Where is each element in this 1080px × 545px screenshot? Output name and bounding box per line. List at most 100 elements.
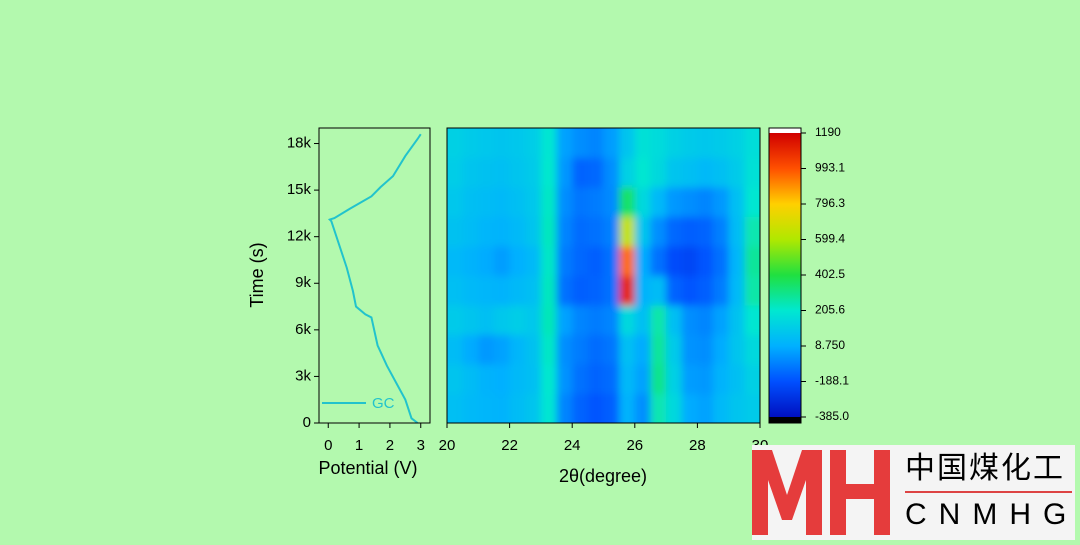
heat-cell: [619, 128, 636, 158]
heat-cell: [462, 393, 479, 423]
heat-cell: [603, 128, 620, 158]
heat-cell: [509, 393, 526, 423]
heat-cell: [697, 364, 714, 394]
heat-cell: [603, 334, 620, 365]
colorbar-tick-label: 796.3: [815, 196, 845, 210]
heat-cell: [681, 187, 698, 217]
heat-cell: [650, 334, 667, 365]
y-tick-label: 6k: [295, 321, 311, 338]
heat-cell: [681, 393, 698, 423]
heat-cell: [634, 364, 651, 394]
heat-cell: [713, 246, 730, 276]
heat-cell: [447, 305, 464, 335]
heat-cell: [619, 275, 636, 306]
logo-name: 中国煤化工: [905, 452, 1065, 485]
heat-cell: [603, 187, 620, 217]
heat-cell: [493, 393, 511, 423]
y-tick-label: 12k: [287, 228, 312, 245]
heat-cell: [556, 246, 573, 276]
heat-cell: [713, 305, 730, 335]
heat-cell: [478, 305, 495, 335]
heat-cell: [462, 157, 479, 188]
heat-cell: [462, 187, 479, 217]
heat-cell: [447, 364, 464, 394]
heat-cell: [587, 157, 604, 188]
heat-cell: [447, 393, 464, 423]
heat-cell: [478, 128, 495, 158]
heat-cell: [744, 246, 760, 276]
heat-cell: [744, 305, 760, 335]
heat-cell: [697, 216, 714, 247]
heat-cell: [744, 187, 760, 217]
heat-cell: [634, 128, 651, 158]
colorbar-tick-label: 402.5: [815, 267, 845, 281]
heat-cell: [634, 187, 651, 217]
logo-m: [752, 450, 822, 535]
heat-cell: [462, 364, 479, 394]
heat-cell: [728, 187, 745, 217]
heat-cell: [478, 157, 495, 188]
heat-cell: [447, 187, 464, 217]
heat-cell: [619, 393, 636, 423]
heat-cell: [509, 128, 526, 158]
heat-cell: [525, 275, 542, 306]
heat-cell: [650, 246, 667, 276]
heat-cell: [681, 275, 698, 306]
heat-cell: [493, 364, 511, 394]
heat-cell: [572, 393, 589, 423]
heat-cell: [525, 334, 542, 365]
colorbar-tick-label: 205.6: [815, 303, 845, 317]
heat-cell: [666, 216, 683, 247]
heat-cell: [540, 305, 558, 335]
x-tick-label: 0: [324, 437, 332, 454]
heat-cell: [493, 246, 511, 276]
heat-cell: [619, 246, 636, 276]
heat-cell: [540, 216, 558, 247]
heat-cell: [572, 216, 589, 247]
colorbar-tick-label: 599.4: [815, 232, 845, 246]
heat-cell: [509, 187, 526, 217]
heat-cell: [619, 305, 636, 335]
heat-cell: [556, 305, 573, 335]
heat-cell: [697, 275, 714, 306]
heat-cell: [634, 334, 651, 365]
heat-cell: [619, 334, 636, 365]
heat-cell: [728, 305, 745, 335]
heat-cell: [603, 216, 620, 247]
heat-cell: [478, 393, 495, 423]
heat-cell: [493, 334, 511, 365]
heat-cell: [650, 393, 667, 423]
heat-cell: [572, 128, 589, 158]
heat-cell: [462, 275, 479, 306]
heat-cell: [603, 364, 620, 394]
heat-cell: [666, 187, 683, 217]
heat-cell: [728, 216, 745, 247]
heat-cell: [462, 246, 479, 276]
heat-cell: [572, 187, 589, 217]
heat-cell: [478, 187, 495, 217]
x-axis-label: 2θ(degree): [559, 466, 647, 486]
heat-cell: [540, 246, 558, 276]
heat-cell: [493, 305, 511, 335]
heat-cell: [697, 246, 714, 276]
heat-cell: [681, 128, 698, 158]
heat-cell: [525, 157, 542, 188]
heat-cell: [572, 157, 589, 188]
heat-cell: [634, 275, 651, 306]
heat-cell: [462, 216, 479, 247]
heat-cell: [556, 157, 573, 188]
heat-cell: [462, 305, 479, 335]
heat-cell: [603, 275, 620, 306]
heat-cell: [540, 275, 558, 306]
heat-cell: [509, 246, 526, 276]
heat-cell: [540, 128, 558, 158]
heat-cell: [587, 334, 604, 365]
heat-cell: [634, 305, 651, 335]
y-tick-label: 0: [303, 414, 311, 431]
heat-cell: [697, 334, 714, 365]
heat-cell: [493, 157, 511, 188]
heat-cell: [478, 364, 495, 394]
heat-cell: [447, 246, 464, 276]
heat-cell: [603, 157, 620, 188]
plot-frame: [446, 127, 761, 424]
